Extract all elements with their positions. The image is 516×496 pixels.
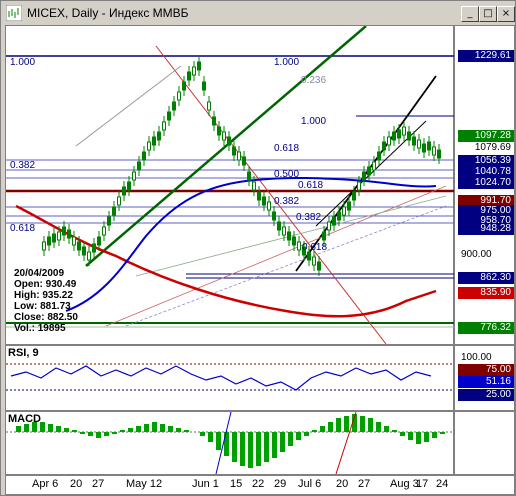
date-axis: Apr 6 20 27 May 12 Jun 1 15 22 29 Jul 6 20 27 Aug 3… xyxy=(5,475,515,495)
info-close: Close: 882.50 xyxy=(14,312,78,323)
date-tick-label: Aug 3 xyxy=(390,478,419,490)
scale-price-label: 1040.78 xyxy=(458,166,514,178)
scale-value: 900.00 xyxy=(461,249,492,260)
scale-price-label: 975.00 xyxy=(458,205,514,217)
date-tick-label: Jul 6 xyxy=(298,478,322,490)
rsi-canvas[interactable] xyxy=(6,346,514,410)
date-tick-label: 17 xyxy=(416,478,429,490)
rsi-line xyxy=(10,365,432,391)
price-chart-pane[interactable]: 1.000 1.000 0.236 1.000 0.618 0.382 0.50… xyxy=(5,25,515,345)
macd-canvas[interactable] xyxy=(6,412,514,474)
window-title: MICEX, Daily - Индекс ММВБ xyxy=(27,6,189,20)
price-candles xyxy=(42,56,441,276)
rsi-pane[interactable]: RSI, 9 75.00 51.16 25.00 100.00 xyxy=(5,345,515,411)
fib-label: 0.618 xyxy=(274,143,300,154)
fib-label: 1.000 xyxy=(10,57,36,68)
date-tick-label: 27 xyxy=(358,478,371,490)
fib-label: 0.382 xyxy=(274,196,300,207)
info-vol: Vol.: 19895 xyxy=(14,323,66,334)
date-tick-label: 20 xyxy=(336,478,349,490)
info-open: Open: 930.49 xyxy=(14,279,77,290)
date-tick-label: Apr 6 xyxy=(32,478,59,490)
chart-app-icon xyxy=(6,5,22,21)
scale-price-label: 1079.69 xyxy=(458,142,514,154)
scale-price-label: 51.16 xyxy=(458,376,514,388)
minimize-button[interactable]: _ xyxy=(461,6,479,22)
info-low: Low: 881.73 xyxy=(14,301,71,312)
scale-price-label: 75.00 xyxy=(458,364,514,376)
scale-price-label: 862.30 xyxy=(458,272,514,284)
date-tick-label: Jun 1 xyxy=(192,478,219,490)
macd-histogram xyxy=(16,414,445,468)
macd-pane[interactable]: MACD xyxy=(5,411,515,475)
date-tick-label: 29 xyxy=(274,478,287,490)
scale-price-label: 948.28 xyxy=(458,223,514,235)
scale-value: 100.00 xyxy=(461,352,492,363)
scale-price-label: 1097.28 xyxy=(458,130,514,142)
moving-average-blue xyxy=(65,176,437,312)
ohlc-info: 20/04/2009 Open: 930.49 High: 935.22 Low… xyxy=(14,268,78,334)
scale-price-label: 1056.39 xyxy=(458,155,514,167)
fib-label: 0.618 xyxy=(302,242,328,253)
scale-price-label: 1024.70 xyxy=(458,177,514,189)
fib-label: 0.618 xyxy=(298,180,324,191)
macd-label: MACD xyxy=(8,413,41,425)
price-chart-canvas[interactable] xyxy=(6,26,514,344)
scale-price-label: 25.00 xyxy=(458,389,514,401)
fib-label: 0.500 xyxy=(274,169,300,180)
scale-price-label: 776.32 xyxy=(458,322,514,334)
fib-label: 0.618 xyxy=(10,223,36,234)
rsi-label: RSI, 9 xyxy=(8,347,39,359)
fib-label: 0.236 xyxy=(301,75,327,86)
trend-lines xyxy=(75,26,447,344)
fib-label: 1.000 xyxy=(274,57,300,68)
scale-price-label: 835.90 xyxy=(458,287,514,299)
maximize-button[interactable]: □ xyxy=(479,6,497,22)
info-date: 20/04/2009 xyxy=(14,268,65,279)
info-high: High: 935.22 xyxy=(14,290,73,301)
title-bar[interactable]: MICEX, Daily - Индекс ММВБ _ □ × xyxy=(3,3,515,23)
fib-label: 0.382 xyxy=(10,160,36,171)
date-tick-label: 20 xyxy=(70,478,83,490)
date-tick-label: 24 xyxy=(436,478,449,490)
fib-label: 1.000 xyxy=(301,116,327,127)
scale-price-label: 1229.61 xyxy=(458,50,514,62)
close-button[interactable]: × xyxy=(497,6,515,22)
fib-label: 0.382 xyxy=(296,212,322,223)
date-tick-label: 27 xyxy=(92,478,105,490)
scale-price-label: 991.70 xyxy=(458,195,514,207)
date-tick-label: 15 xyxy=(230,478,243,490)
fib-level-lines xyxy=(6,55,454,328)
date-tick-label: May 12 xyxy=(126,478,163,490)
date-tick-label: 22 xyxy=(252,478,265,490)
